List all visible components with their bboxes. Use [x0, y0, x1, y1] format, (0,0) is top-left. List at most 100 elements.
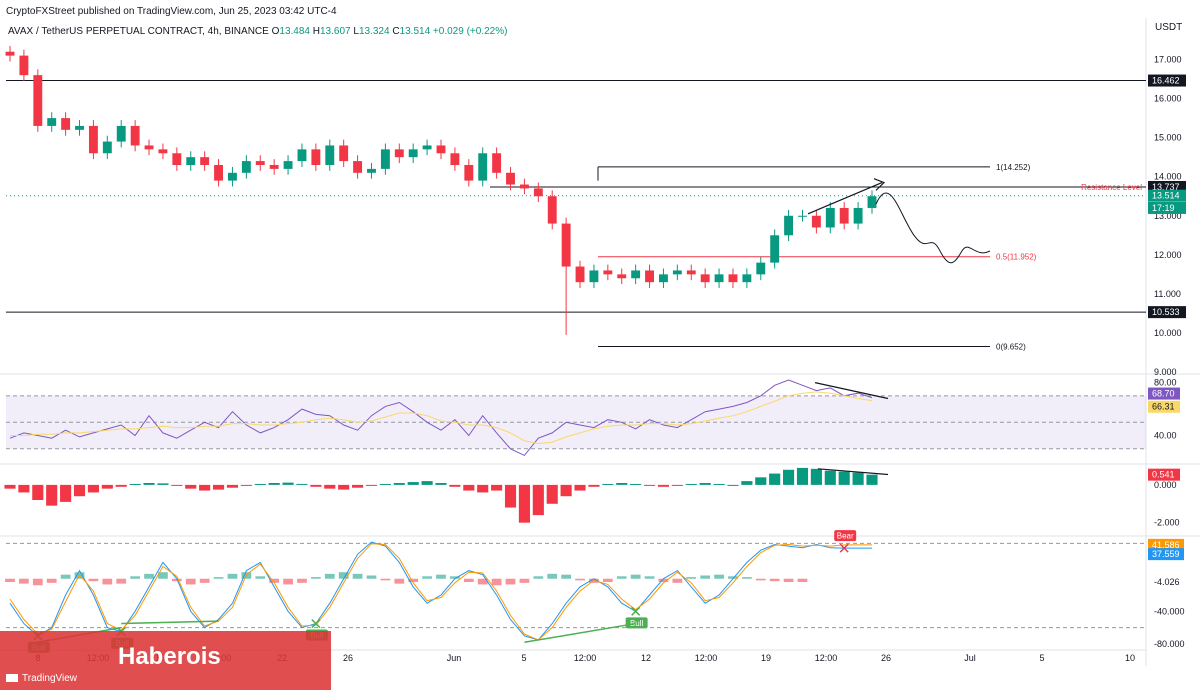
wave-histogram-bar [519, 578, 530, 583]
candle-body [102, 141, 112, 154]
histogram-bar [379, 483, 391, 485]
rsi-value-label: 68.70 [1152, 389, 1175, 399]
candle-body [47, 118, 57, 126]
price-tick-label: 10.000 [1154, 328, 1182, 338]
wave-histogram-bar [88, 578, 99, 582]
price-tag-label: 10.533 [1152, 307, 1180, 317]
rsi-line [9, 379, 873, 457]
price-tick-label: 17.000 [1154, 55, 1182, 65]
wave-value-tag [1148, 538, 1184, 551]
open-value: 13.484 [279, 26, 310, 37]
histogram-bar [199, 484, 211, 491]
candle-body [116, 125, 126, 142]
brand-name: Haberois [118, 643, 221, 670]
candle-body [144, 145, 154, 150]
histogram-bar [324, 484, 336, 489]
candle-body [241, 161, 251, 173]
candle-body [686, 270, 696, 275]
candle-body [700, 274, 710, 283]
price-tag-label: 17:19 [1152, 203, 1175, 213]
histogram-bar [268, 483, 280, 485]
candle-body [672, 270, 682, 275]
candle-body [519, 184, 529, 189]
candle-body [394, 149, 404, 158]
fib-level-label: 1(14.252) [996, 163, 1031, 172]
wave-histogram-bar [630, 574, 641, 579]
tradingview-logo-icon [6, 674, 18, 683]
wave-histogram-bar [394, 578, 405, 584]
rsi-tick-label: 40.00 [1154, 431, 1177, 441]
wave-tick-label: -4.026 [1154, 577, 1180, 587]
histogram-bar [852, 472, 864, 485]
histogram-bar [671, 484, 683, 486]
histogram-divergence-arrow [817, 468, 889, 476]
candle-body [478, 153, 488, 181]
wave-histogram-bar [116, 578, 127, 584]
wave-histogram-bar [338, 572, 349, 579]
histogram-bar [171, 484, 183, 486]
candle-body [228, 172, 237, 181]
histogram-bar [393, 483, 405, 485]
histogram-bar [129, 483, 141, 485]
price-tag [1148, 306, 1186, 319]
histogram-tick-label: -2.000 [1154, 518, 1180, 528]
close-label: C [392, 26, 400, 37]
wave-histogram-bar [755, 578, 766, 581]
histogram-bar [310, 484, 322, 487]
histogram-bar [532, 484, 544, 516]
wave-slow-line [9, 543, 872, 641]
time-tick-label: 26 [881, 653, 891, 663]
histogram-bar [18, 484, 30, 493]
rsi-ma-line [10, 391, 873, 445]
low-label: L [353, 26, 359, 37]
candle-body [575, 266, 585, 283]
wave-histogram-bar [769, 578, 780, 582]
price-tag [1148, 74, 1186, 87]
rsi-divergence-arrow [814, 382, 889, 400]
histogram-bar [657, 484, 670, 487]
time-tick-label: 5 [1039, 653, 1044, 663]
wave-histogram-bar [491, 578, 502, 586]
price-tick-label: 16.000 [1154, 94, 1182, 104]
wave-histogram-bar [366, 575, 377, 579]
signal-cross-icon [631, 606, 641, 616]
histogram-bar [866, 474, 878, 485]
fib-level-label: 0(9.652) [996, 343, 1026, 352]
price-tick-label: 12.000 [1154, 250, 1182, 260]
bull-divergence-line [524, 622, 636, 644]
candle-body [561, 223, 571, 267]
candle-body [464, 164, 474, 181]
tradingview-logo-text: TradingView [22, 673, 78, 684]
candle-body [728, 274, 738, 283]
histogram-bar [574, 484, 586, 491]
histogram-bar [185, 484, 197, 489]
histogram-bar [407, 482, 419, 485]
candle-body [214, 164, 223, 181]
histogram-bar [421, 481, 433, 485]
candle-body [436, 145, 446, 154]
histogram-bar [46, 484, 58, 506]
candle-body [269, 164, 279, 169]
symbol-legend: AVAX / TetherUS PERPETUAL CONTRACT, 4h, … [8, 26, 507, 37]
wave-histogram-bar [797, 578, 808, 583]
histogram-bar [560, 484, 572, 497]
wave-histogram-bar [185, 578, 196, 585]
rsi-tick-label: 80.00 [1154, 378, 1177, 388]
candle-body [61, 118, 71, 130]
price-tag [1148, 201, 1186, 214]
wave-histogram-bar [547, 573, 558, 579]
price-tick-label: 13.000 [1154, 211, 1182, 221]
candle-body [839, 207, 849, 224]
histogram-bar [699, 483, 711, 485]
price-tick-label: 11.000 [1154, 289, 1181, 299]
price-tag-label: 16.462 [1152, 76, 1180, 86]
wave-histogram-bar [533, 576, 544, 579]
candle-body [825, 207, 835, 228]
histogram-bar [254, 483, 266, 485]
close-value: 13.514 [399, 26, 431, 37]
price-tick-label: 15.000 [1154, 133, 1182, 143]
time-tick-label: 12 [641, 653, 651, 663]
histogram-bar [783, 469, 795, 485]
